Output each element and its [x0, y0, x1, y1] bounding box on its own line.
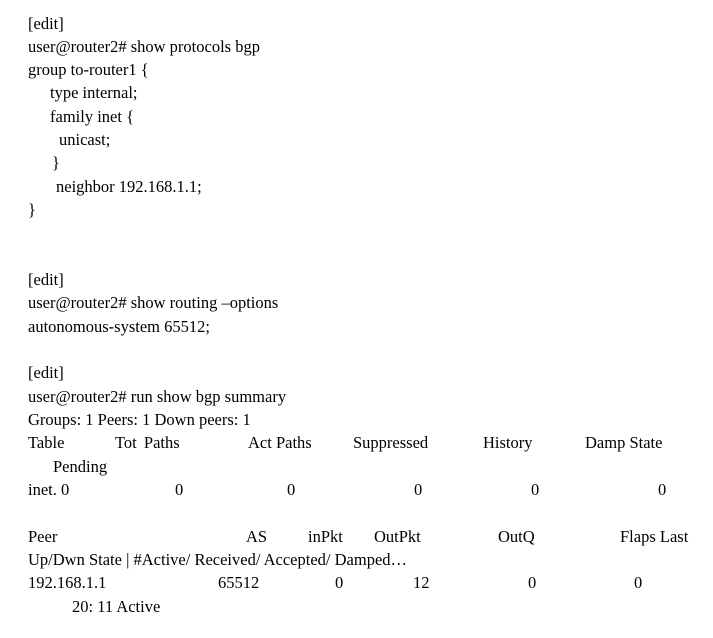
col-header-pending: Pending — [53, 456, 108, 476]
stats-table-header-row: Table Tot Paths Act Paths Suppressed His… — [0, 431, 713, 454]
config-line: unicast; — [0, 128, 713, 151]
col-header-updwn-state-wrap: Up/Dwn State | #Active/ Received/ Accept… — [28, 550, 408, 570]
stats-table-row: inet. 0 0 0 0 0 0 — [0, 478, 713, 501]
cell-outq: 0 — [528, 573, 537, 593]
config-line: group to-router1 { — [0, 58, 713, 81]
config-family-inet-close: } — [52, 153, 60, 173]
col-header-flaps-last: Flaps Last — [620, 526, 689, 546]
stats-table-header-wrap-row: Pending — [0, 455, 713, 478]
cell-damp-state: 0 — [658, 480, 667, 500]
peers-table-header-row: Peer AS inPkt OutPkt OutQ Flaps Last — [0, 525, 713, 548]
col-header-damp-state: Damp State — [585, 433, 663, 453]
edit-label: [edit] — [28, 13, 64, 33]
col-header-as: AS — [246, 526, 268, 546]
cell-table-inet0: inet. 0 — [28, 480, 70, 500]
config-type-internal: type internal; — [50, 83, 138, 103]
peers-table-header-wrap-row: Up/Dwn State | #Active/ Received/ Accept… — [0, 548, 713, 571]
config-line: } — [0, 151, 713, 174]
edit-label: [edit] — [28, 363, 64, 383]
config-line: autonomous-system 65512; — [0, 315, 713, 338]
blank-line — [0, 501, 713, 524]
blank-line — [0, 245, 713, 268]
command-show-protocols-bgp: user@router2# show protocols bgp — [28, 36, 260, 56]
edit-label-line: [edit] — [0, 12, 713, 35]
cell-suppressed: 0 — [414, 480, 423, 500]
config-group-close: } — [28, 200, 36, 220]
config-autonomous-system: autonomous-system 65512; — [28, 316, 210, 336]
config-neighbor: neighbor 192.168.1.1; — [56, 176, 202, 196]
col-header-history: History — [483, 433, 533, 453]
cell-as: 65512 — [218, 573, 260, 593]
col-header-outq: OutQ — [498, 526, 535, 546]
groups-peers-count: Groups: 1 Peers: 1 Down peers: 1 — [28, 410, 251, 430]
cell-peer-ip: 192.168.1.1 — [28, 573, 107, 593]
config-line: neighbor 192.168.1.1; — [0, 175, 713, 198]
col-header-table: Table — [28, 433, 65, 453]
blank-line — [0, 221, 713, 244]
peers-table-row: 192.168.1.1 65512 0 12 0 0 — [0, 571, 713, 594]
command-line: user@router2# run show bgp summary — [0, 385, 713, 408]
cell-inpkt: 0 — [335, 573, 344, 593]
command-line: user@router2# show protocols bgp — [0, 35, 713, 58]
col-header-inpkt: inPkt — [308, 526, 343, 546]
config-unicast: unicast; — [59, 130, 111, 150]
cell-tot-paths: 0 — [175, 480, 184, 500]
blank-line — [0, 338, 713, 361]
command-run-show-bgp-summary: user@router2# run show bgp summary — [28, 386, 287, 406]
summary-groups-line: Groups: 1 Peers: 1 Down peers: 1 — [0, 408, 713, 431]
command-show-routing-options: user@router2# show routing –options — [28, 293, 279, 313]
cell-history: 0 — [531, 480, 540, 500]
col-header-act-paths: Act Paths — [248, 433, 312, 453]
cell-flaps-last: 0 — [634, 573, 643, 593]
config-line: } — [0, 198, 713, 221]
edit-label-line: [edit] — [0, 268, 713, 291]
edit-label: [edit] — [28, 270, 64, 290]
col-header-outpkt: OutPkt — [374, 526, 421, 546]
command-line: user@router2# show routing –options — [0, 291, 713, 314]
cell-state-active-wrap: 20: 11 Active — [72, 596, 161, 616]
edit-label-line: [edit] — [0, 361, 713, 384]
top-margin — [0, 0, 713, 12]
config-line: family inet { — [0, 105, 713, 128]
config-line: type internal; — [0, 81, 713, 104]
config-group-open: group to-router1 { — [28, 60, 149, 80]
cell-outpkt: 12 — [413, 573, 430, 593]
col-header-peer: Peer — [28, 526, 58, 546]
config-family-inet-open: family inet { — [50, 106, 134, 126]
cell-act-paths: 0 — [287, 480, 296, 500]
col-header-suppressed: Suppressed — [353, 433, 429, 453]
peers-table-row-wrap: 20: 11 Active — [0, 595, 713, 618]
col-header-tot-paths: Tot Paths — [115, 433, 180, 453]
